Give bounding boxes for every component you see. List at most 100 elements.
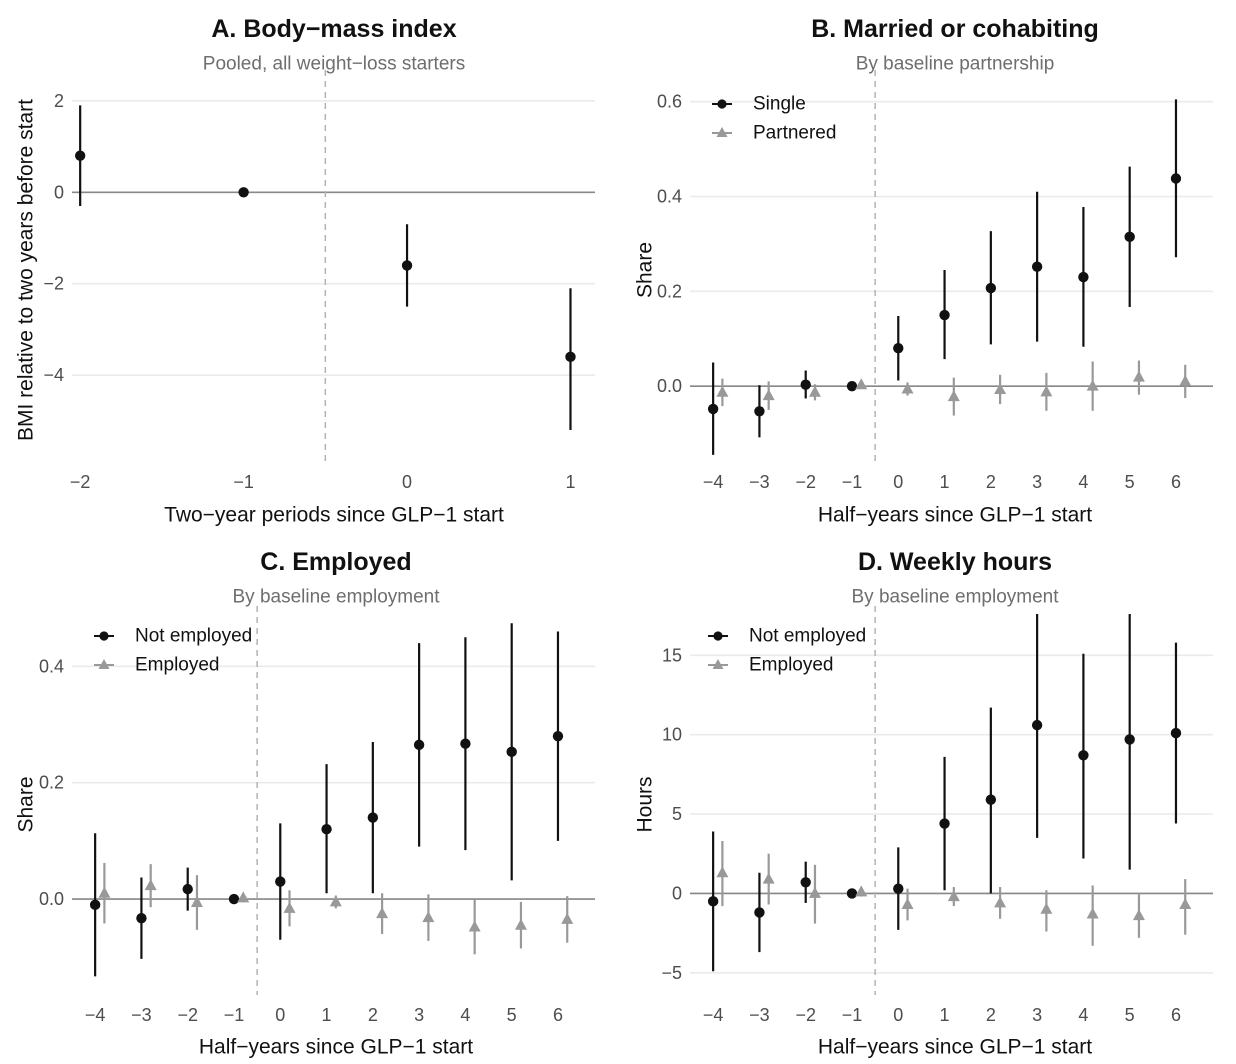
point-marker (1040, 385, 1053, 397)
point-marker (468, 920, 481, 932)
series-layer (74, 105, 576, 430)
point-marker (237, 891, 250, 903)
point-marker (401, 260, 413, 271)
panel-title: A. Body−mass index (211, 15, 456, 43)
point-marker (939, 309, 950, 321)
panel-title: C. Employed (260, 548, 411, 576)
point-marker (893, 343, 904, 354)
panel-a: A. Body−mass index Pooled, all weight−los… (15, 15, 595, 527)
point-marker (460, 738, 471, 749)
x-tick-label: −2 (795, 1005, 816, 1025)
point-marker (376, 907, 389, 919)
point-marker (855, 885, 868, 897)
legend-key-marker (99, 631, 109, 641)
x-tick-label: 1 (322, 1005, 332, 1025)
point-marker (716, 385, 729, 397)
point-marker (552, 730, 564, 742)
point-marker (808, 886, 821, 898)
point-marker (846, 380, 858, 392)
point-marker (716, 866, 729, 878)
point-marker (98, 886, 111, 898)
y-tick-label: 15 (662, 645, 682, 665)
point-marker (190, 896, 203, 908)
point-marker (754, 907, 765, 918)
point-marker (283, 901, 296, 913)
panel-subtitle: By baseline employment (233, 587, 441, 608)
point-marker (422, 911, 435, 923)
y-tick-label: 5 (672, 804, 682, 824)
x-tick-label: 5 (1125, 472, 1135, 492)
panel-subtitle: By baseline employment (852, 587, 1060, 608)
point-marker (855, 378, 868, 390)
x-tick-label: −1 (224, 1005, 245, 1025)
point-marker (1078, 271, 1089, 283)
panel-b: B. Married or cohabiting By baseline part… (634, 15, 1213, 527)
x-tick-label: 1 (940, 1005, 950, 1025)
point-marker (182, 883, 193, 895)
series-layer (707, 99, 1192, 455)
x-tick-label: −3 (131, 1005, 152, 1025)
x-tick-label: 3 (1032, 1005, 1042, 1025)
y-tick-label: −4 (43, 365, 64, 385)
y-tick-label: −5 (661, 963, 682, 983)
point-marker (754, 406, 765, 417)
x-tick-label: 2 (986, 1005, 996, 1025)
legend-label: Employed (135, 655, 220, 676)
y-tick-label: 0.6 (657, 92, 682, 112)
y-axis-label: BMI relative to two years before start (15, 99, 38, 441)
point-marker (947, 890, 960, 902)
point-marker (947, 390, 960, 402)
point-marker (561, 912, 574, 924)
point-marker (1078, 750, 1089, 761)
point-marker (1170, 173, 1182, 184)
x-tick-label: −2 (177, 1005, 198, 1025)
y-tick-label: 0.2 (657, 281, 682, 301)
x-tick-label: 5 (1125, 1005, 1135, 1025)
point-marker (994, 382, 1007, 394)
x-tick-label: 3 (1032, 472, 1042, 492)
point-marker (800, 379, 811, 390)
legend-key-marker (712, 659, 724, 669)
legend-label: Partnered (753, 123, 836, 144)
point-marker (89, 899, 101, 911)
x-tick-label: −1 (842, 472, 863, 492)
point-marker (367, 812, 379, 823)
point-marker (1086, 907, 1099, 919)
x-tick-label: 3 (414, 1005, 424, 1025)
y-axis-label: Share (15, 776, 38, 832)
point-marker (275, 876, 286, 887)
point-marker (1179, 374, 1192, 386)
point-marker (1040, 902, 1053, 914)
x-tick-label: 6 (553, 1005, 563, 1025)
x-tick-label: 1 (565, 472, 575, 492)
x-tick-label: 0 (893, 472, 903, 492)
point-marker (762, 872, 775, 884)
series-layer (89, 623, 574, 977)
point-marker (136, 913, 147, 924)
point-marker (1132, 909, 1145, 921)
legend-label: Not employed (749, 626, 866, 647)
x-tick-label: −4 (703, 1005, 724, 1025)
point-marker (1124, 231, 1135, 243)
legend-key-marker (716, 127, 728, 137)
point-marker (74, 150, 86, 161)
point-marker (329, 895, 342, 907)
panel-subtitle: Pooled, all weight−loss starters (203, 54, 465, 75)
point-marker (985, 794, 997, 805)
y-tick-label: 0.0 (39, 889, 64, 909)
point-marker (707, 896, 719, 907)
y-tick-label: 0.2 (39, 773, 64, 793)
x-tick-label: −2 (795, 472, 816, 492)
x-tick-label: 1 (940, 472, 950, 492)
x-axis-label: Half−years since GLP−1 start (199, 1036, 473, 1059)
panel-title: B. Married or cohabiting (811, 15, 1099, 43)
point-marker (228, 893, 240, 905)
point-marker (846, 888, 858, 899)
point-marker (707, 403, 719, 415)
x-tick-label: 5 (507, 1005, 517, 1025)
y-tick-label: 0.4 (39, 656, 64, 676)
point-marker (901, 898, 914, 910)
x-axis-label: Half−years since GLP−1 start (818, 504, 1092, 527)
